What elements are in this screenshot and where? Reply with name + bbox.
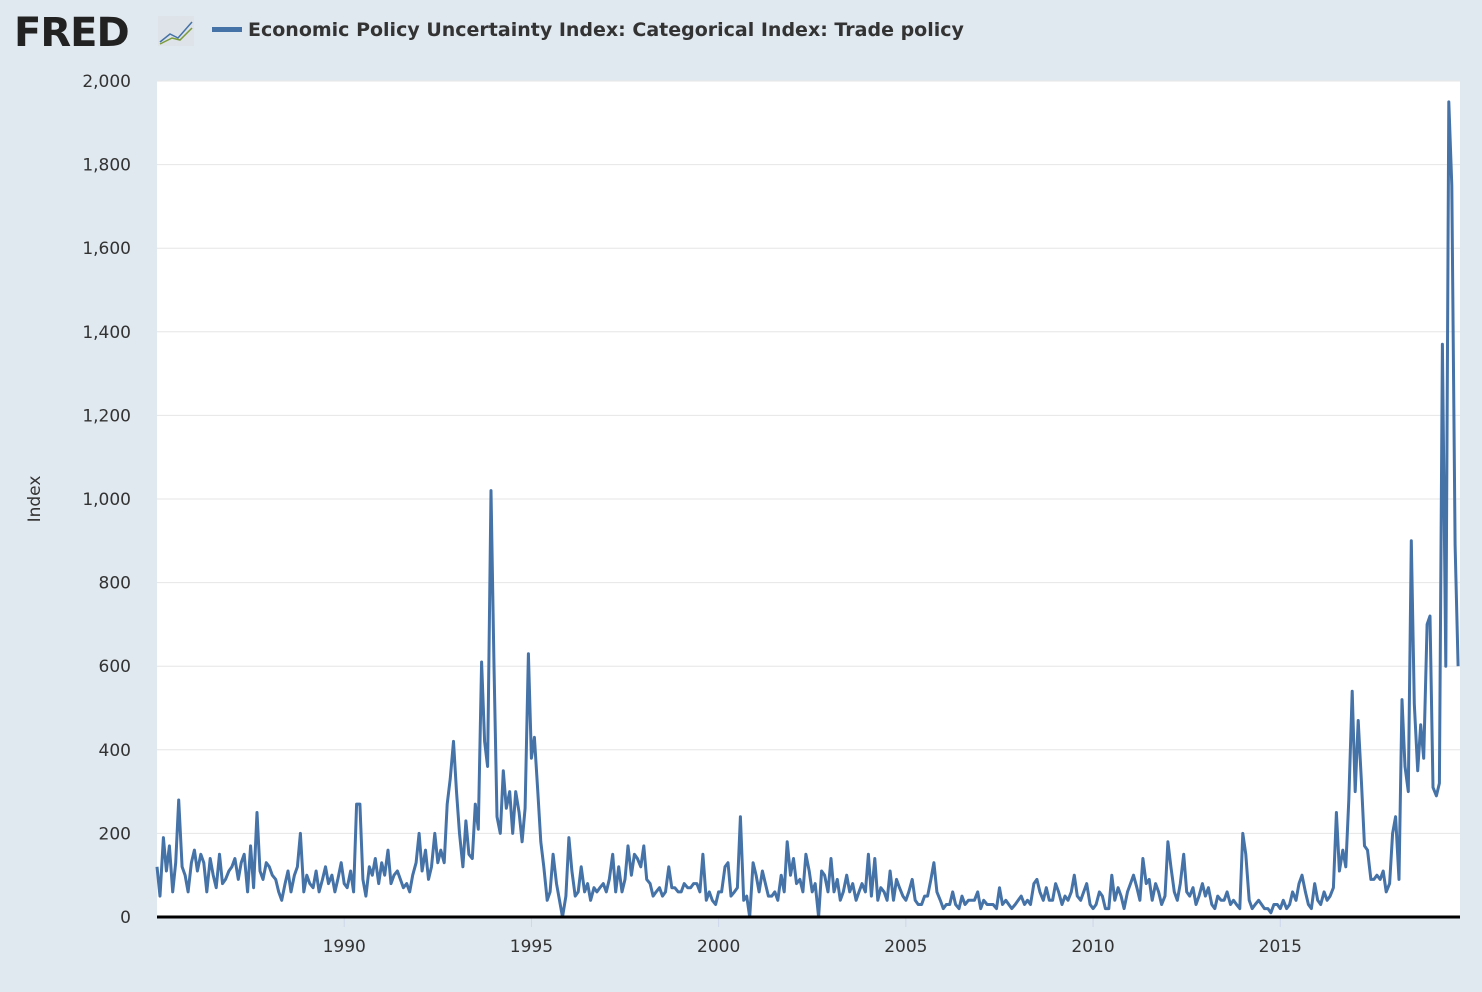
- x-tick-label: 1990: [323, 937, 366, 957]
- y-tick-label: 1,200: [82, 406, 131, 426]
- x-tick-label: 2005: [884, 937, 927, 957]
- plot: [155, 100, 1460, 919]
- y-tick-label: 1,000: [82, 490, 131, 510]
- x-tick-label: 2010: [1071, 937, 1114, 957]
- y-tick-label: 1,400: [82, 323, 131, 343]
- legend-swatch: [212, 27, 242, 32]
- y-axis-label: Index: [25, 476, 45, 523]
- y-tick-label: 1,800: [82, 156, 131, 176]
- y-tick-label: 600: [99, 657, 131, 677]
- y-tick-label: 800: [99, 574, 131, 594]
- y-tick-label: 200: [99, 824, 131, 844]
- data-line: [155, 100, 1460, 919]
- x-tick-label: 2015: [1259, 937, 1302, 957]
- logo-icon: [158, 16, 194, 46]
- y-tick-label: 1,600: [82, 239, 131, 259]
- x-tick-label: 1995: [510, 937, 553, 957]
- y-tick-label: 400: [99, 741, 131, 761]
- y-tick-label: 2,000: [82, 72, 131, 92]
- logo: FRED: [14, 10, 129, 56]
- legend-label: Economic Policy Uncertainty Index: Categ…: [248, 19, 965, 41]
- x-tick-label: 2000: [697, 937, 740, 957]
- y-tick-label: 0: [120, 908, 131, 928]
